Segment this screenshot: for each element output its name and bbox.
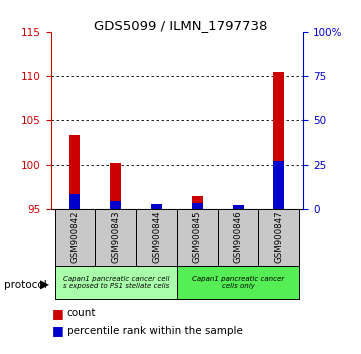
Text: GSM900843: GSM900843 <box>111 211 120 263</box>
Bar <box>151 205 162 209</box>
Bar <box>110 201 121 209</box>
Text: Capan1 pancreatic cancer
cells only: Capan1 pancreatic cancer cells only <box>192 276 284 289</box>
Bar <box>232 207 244 209</box>
Text: ■: ■ <box>52 325 64 337</box>
Text: ▶: ▶ <box>40 279 49 291</box>
FancyBboxPatch shape <box>55 209 95 266</box>
Text: GSM900845: GSM900845 <box>193 211 202 263</box>
Text: GSM900844: GSM900844 <box>152 211 161 263</box>
FancyBboxPatch shape <box>177 209 218 266</box>
Bar <box>70 194 81 209</box>
Bar <box>273 72 284 209</box>
FancyBboxPatch shape <box>258 209 299 266</box>
Text: Capan1 pancreatic cancer cell
s exposed to PS1 stellate cells: Capan1 pancreatic cancer cell s exposed … <box>62 276 169 289</box>
Bar <box>192 202 203 209</box>
Bar <box>110 163 121 209</box>
Bar <box>232 205 244 209</box>
Bar <box>70 136 81 209</box>
FancyBboxPatch shape <box>177 266 299 299</box>
Text: GDS5099 / ILMN_1797738: GDS5099 / ILMN_1797738 <box>94 19 267 33</box>
Text: GSM900846: GSM900846 <box>234 211 243 263</box>
Bar <box>273 161 284 209</box>
FancyBboxPatch shape <box>55 266 177 299</box>
Bar <box>192 195 203 209</box>
FancyBboxPatch shape <box>95 209 136 266</box>
FancyBboxPatch shape <box>136 209 177 266</box>
Text: GSM900842: GSM900842 <box>70 211 79 263</box>
FancyBboxPatch shape <box>218 209 258 266</box>
Text: percentile rank within the sample: percentile rank within the sample <box>67 326 243 336</box>
Text: protocol: protocol <box>4 280 46 290</box>
Bar <box>151 208 162 209</box>
Text: ■: ■ <box>52 307 64 320</box>
Text: GSM900847: GSM900847 <box>274 211 283 263</box>
Text: count: count <box>67 308 96 318</box>
